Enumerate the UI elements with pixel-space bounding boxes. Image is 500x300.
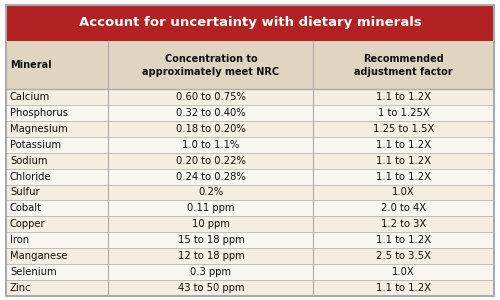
Bar	[6, 169, 494, 184]
Bar	[6, 89, 494, 105]
Text: 12 to 18 ppm: 12 to 18 ppm	[178, 251, 244, 261]
Text: 10 ppm: 10 ppm	[192, 219, 230, 229]
Text: 1.0 to 1.1%: 1.0 to 1.1%	[182, 140, 240, 150]
Text: 43 to 50 ppm: 43 to 50 ppm	[178, 283, 244, 292]
Text: Zinc: Zinc	[10, 283, 32, 292]
Bar	[6, 121, 494, 137]
Text: 1.25 to 1.5X: 1.25 to 1.5X	[373, 124, 434, 134]
Text: 1.1 to 1.2X: 1.1 to 1.2X	[376, 172, 431, 182]
Text: Recommended
adjustment factor: Recommended adjustment factor	[354, 54, 453, 77]
Text: Concentration to
approximately meet NRC: Concentration to approximately meet NRC	[142, 54, 280, 77]
Text: 1.2 to 3X: 1.2 to 3X	[381, 219, 426, 229]
Text: 2.0 to 4X: 2.0 to 4X	[381, 203, 426, 213]
Bar	[6, 232, 494, 248]
Text: Manganese: Manganese	[10, 251, 68, 261]
Text: 1.0X: 1.0X	[392, 267, 415, 277]
Text: Cobalt: Cobalt	[10, 203, 42, 213]
Text: 0.24 to 0.28%: 0.24 to 0.28%	[176, 172, 246, 182]
Text: 0.2%: 0.2%	[198, 188, 224, 197]
Text: 0.60 to 0.75%: 0.60 to 0.75%	[176, 92, 246, 102]
Bar	[6, 153, 494, 169]
Bar	[6, 41, 494, 89]
Bar	[6, 248, 494, 264]
Text: Copper: Copper	[10, 219, 46, 229]
Text: 1 to 1.25X: 1 to 1.25X	[378, 108, 430, 118]
Bar	[6, 4, 494, 41]
Text: 1.1 to 1.2X: 1.1 to 1.2X	[376, 140, 431, 150]
Text: Calcium: Calcium	[10, 92, 50, 102]
Bar	[6, 137, 494, 153]
Text: 1.1 to 1.2X: 1.1 to 1.2X	[376, 235, 431, 245]
Text: 0.3 ppm: 0.3 ppm	[190, 267, 232, 277]
Text: Chloride: Chloride	[10, 172, 51, 182]
Bar	[6, 184, 494, 200]
Text: 1.1 to 1.2X: 1.1 to 1.2X	[376, 92, 431, 102]
Text: 0.11 ppm: 0.11 ppm	[187, 203, 234, 213]
Text: 15 to 18 ppm: 15 to 18 ppm	[178, 235, 244, 245]
Bar	[6, 216, 494, 232]
Text: Selenium: Selenium	[10, 267, 56, 277]
Bar	[6, 280, 494, 296]
Text: Sulfur: Sulfur	[10, 188, 40, 197]
Text: Magnesium: Magnesium	[10, 124, 68, 134]
Text: Account for uncertainty with dietary minerals: Account for uncertainty with dietary min…	[78, 16, 422, 29]
Text: 1.1 to 1.2X: 1.1 to 1.2X	[376, 156, 431, 166]
Text: Mineral: Mineral	[10, 61, 51, 70]
Text: 0.18 to 0.20%: 0.18 to 0.20%	[176, 124, 246, 134]
Text: Iron: Iron	[10, 235, 29, 245]
Text: 1.1 to 1.2X: 1.1 to 1.2X	[376, 283, 431, 292]
Text: 1.0X: 1.0X	[392, 188, 415, 197]
Text: Potassium: Potassium	[10, 140, 61, 150]
Text: Sodium: Sodium	[10, 156, 48, 166]
Text: 0.32 to 0.40%: 0.32 to 0.40%	[176, 108, 246, 118]
Bar	[6, 200, 494, 216]
Text: 0.20 to 0.22%: 0.20 to 0.22%	[176, 156, 246, 166]
Text: Phosphorus: Phosphorus	[10, 108, 68, 118]
Bar	[6, 264, 494, 280]
Bar	[6, 105, 494, 121]
Text: 2.5 to 3.5X: 2.5 to 3.5X	[376, 251, 431, 261]
